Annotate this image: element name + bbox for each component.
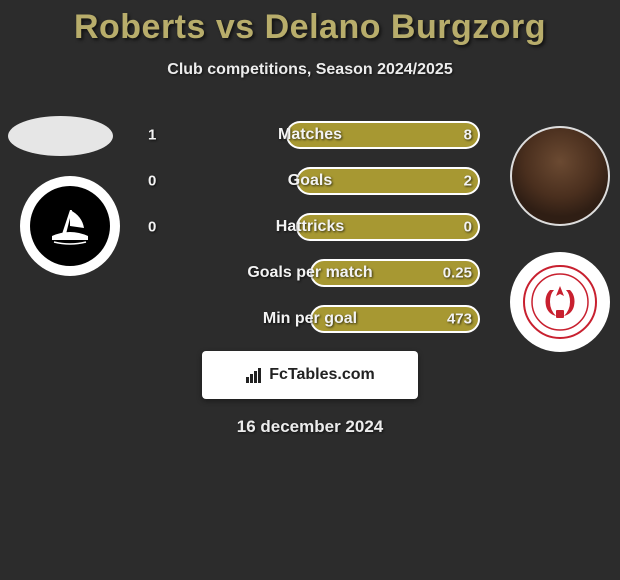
stat-label: Matches — [278, 126, 342, 144]
attribution: FcTables.com — [202, 351, 418, 399]
stat-label: Goals per match — [247, 264, 372, 282]
bar-container: Goals per match 0.25 — [140, 259, 480, 287]
stat-row-matches: 1 Matches 8 — [0, 121, 620, 149]
bar-container: 0 Hattricks 0 — [140, 213, 480, 241]
bar-container: Min per goal 473 — [140, 305, 480, 333]
bar-chart-icon — [245, 367, 263, 383]
stat-value-right: 8 — [464, 127, 472, 144]
stats-container: 1 Matches 8 0 Goals 2 0 Hattricks 0 Goal… — [0, 121, 620, 333]
subtitle: Club competitions, Season 2024/2025 — [0, 61, 620, 79]
stat-value-left: 1 — [148, 127, 156, 144]
stat-value-left: 0 — [148, 219, 156, 236]
stat-value-left: 0 — [148, 173, 156, 190]
stat-label: Min per goal — [263, 310, 357, 328]
stat-label: Goals — [288, 172, 332, 190]
bar-container: 0 Goals 2 — [140, 167, 480, 195]
stat-row-goals-per-match: Goals per match 0.25 — [0, 259, 620, 287]
stat-value-right: 0 — [464, 219, 472, 236]
stat-label: Hattricks — [276, 218, 344, 236]
bar-container: 1 Matches 8 — [140, 121, 480, 149]
attribution-text: FcTables.com — [269, 366, 375, 384]
stat-row-hattricks: 0 Hattricks 0 — [0, 213, 620, 241]
date: 16 december 2024 — [0, 417, 620, 437]
stat-value-right: 0.25 — [443, 265, 472, 282]
stat-row-min-per-goal: Min per goal 473 — [0, 305, 620, 333]
page-title: Roberts vs Delano Burgzorg — [0, 0, 620, 47]
stat-value-right: 2 — [464, 173, 472, 190]
stat-row-goals: 0 Goals 2 — [0, 167, 620, 195]
bar-right — [310, 167, 480, 195]
stat-value-right: 473 — [447, 311, 472, 328]
